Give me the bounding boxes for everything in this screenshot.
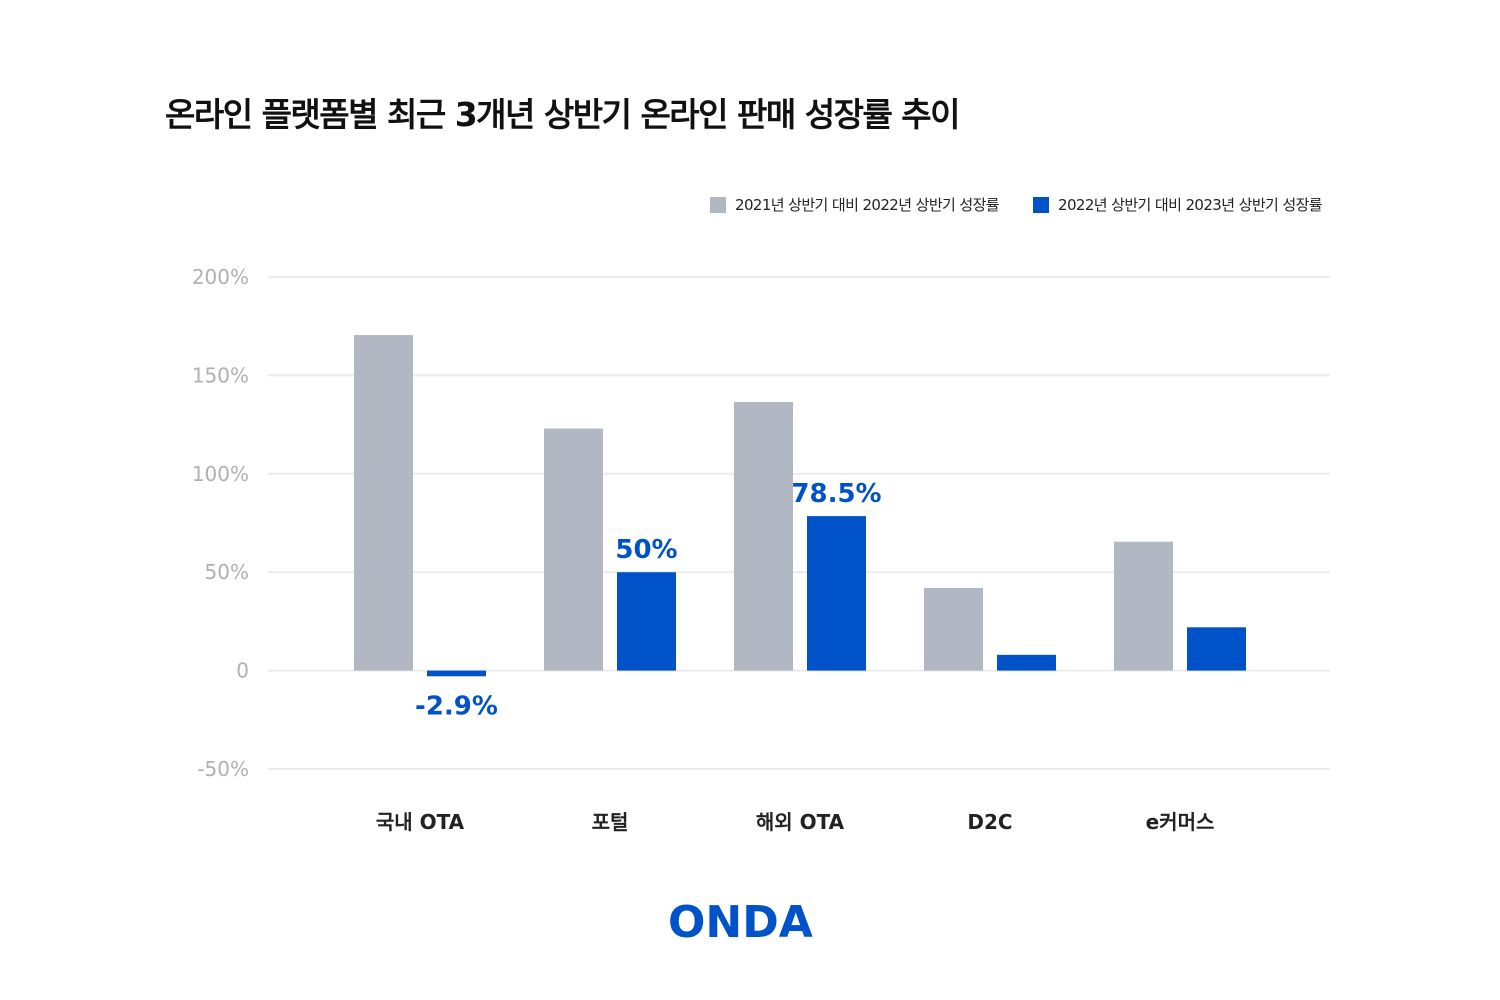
chart-title: 온라인 플랫폼별 최근 3개년 상반기 온라인 판매 성장률 추이 [165,95,961,134]
legend-label-series-2: 2022년 상반기 대비 2023년 상반기 성장률 [1058,196,1323,214]
data-labels: -2.9% 50% 78.5% [415,479,882,721]
legend-item-series-2: 2022년 상반기 대비 2023년 상반기 성장률 [1033,194,1323,215]
legend-swatch-series-2 [1033,196,1049,213]
y-tick-label: 50% [205,560,249,584]
bar-series-1-1 [544,428,603,671]
bar-series-2-0 [427,670,486,677]
onda-logo: ONDA [668,897,813,948]
bar-series-2-2 [807,516,866,671]
y-tick-label: 100% [192,462,249,486]
x-category-label: D2C [967,810,1012,834]
y-axis-ticks: 200% 150% 100% 50% 0 -50% [192,265,249,781]
bar-series-2-4 [1187,627,1246,671]
y-tick-label: 150% [192,363,249,387]
bars [354,335,1246,677]
x-category-label: 해외 OTA [756,810,845,834]
data-label: 78.5% [791,479,881,509]
legend-swatch-series-1 [710,196,726,213]
x-category-label: e커머스 [1146,810,1215,834]
bar-series-2-1 [617,572,676,671]
legend-item-series-1: 2021년 상반기 대비 2022년 상반기 성장률 [710,194,1000,215]
bar-series-2-3 [997,654,1056,671]
bar-series-1-3 [924,587,983,671]
x-category-label: 국내 OTA [376,810,465,834]
y-tick-label: 200% [192,265,249,289]
x-axis-categories: 국내 OTA 포털 해외 OTA D2C e커머스 [376,810,1215,834]
x-category-label: 포털 [592,810,629,834]
data-label: -2.9% [415,691,498,721]
legend: 2021년 상반기 대비 2022년 상반기 성장률 2022년 상반기 대비 … [710,194,1323,215]
y-tick-label: -50% [197,757,249,781]
bar-series-1-4 [1114,541,1173,671]
bar-series-1-2 [734,401,793,671]
data-label: 50% [615,535,677,565]
y-tick-label: 0 [236,659,249,683]
legend-label-series-1: 2021년 상반기 대비 2022년 상반기 성장률 [735,196,1000,214]
bar-series-1-0 [354,335,413,671]
